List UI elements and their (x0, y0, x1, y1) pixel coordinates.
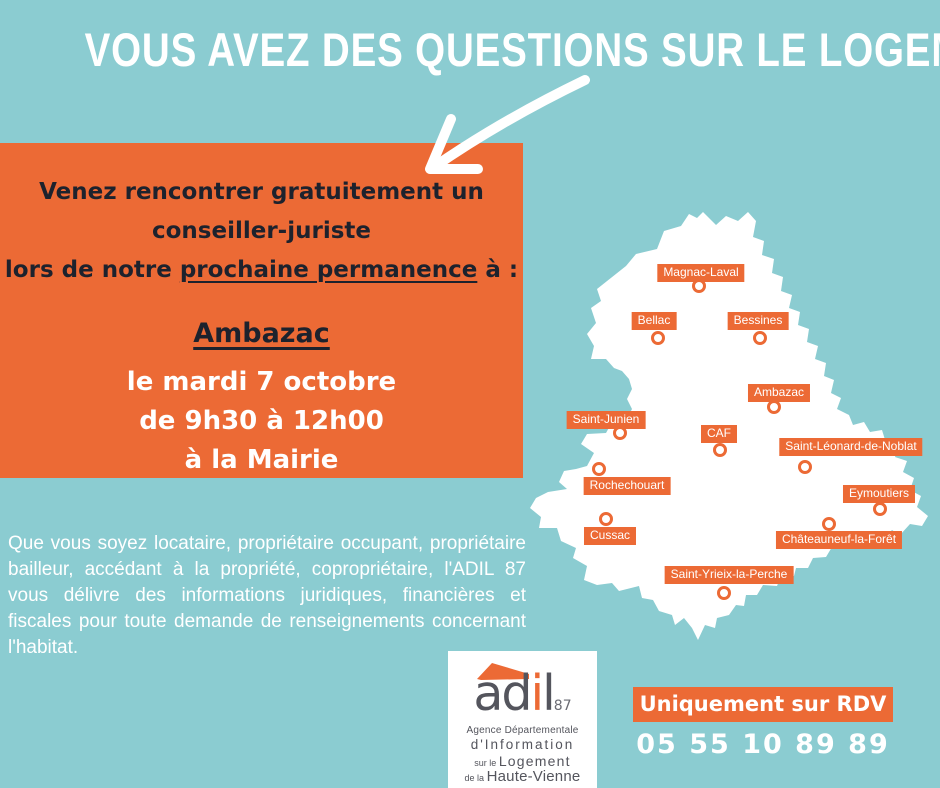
logo-line-logement: sur le Logement (474, 753, 571, 769)
map-label-ambazac: Ambazac (747, 384, 811, 402)
adil-logo: adil87 Agence Départementale d'Informati… (448, 651, 597, 788)
promo-intro-line2: conseiller-juriste (151, 218, 371, 244)
promo-time: de 9h30 à 12h00 (139, 406, 384, 436)
map-label-saint-yrieix-la-perche: Saint-Yrieix-la-Perche (664, 566, 794, 584)
map-label-eymoutiers: Eymoutiers (842, 485, 916, 503)
map-label-caf: CAF (701, 425, 737, 443)
promo-place: à la Mairie (184, 445, 339, 475)
adil-wordmark: adil87 (473, 665, 572, 722)
map-marker-dot (753, 331, 767, 345)
promo-box: Venez rencontrer gratuitement un conseil… (0, 143, 523, 478)
map-marker-dot (717, 586, 731, 600)
map-label-magnac-laval: Magnac-Laval (657, 264, 745, 282)
map-marker-dot (713, 443, 727, 457)
map-marker-dot (651, 331, 665, 345)
map-marker-dot (599, 512, 613, 526)
logo-line-haute-vienne: de la Haute-Vienne (464, 768, 581, 785)
map-marker-dot (798, 460, 812, 474)
adil-number: 87 (553, 698, 572, 714)
promo-intro-line3: lors de notre prochaine permanence à : (4, 257, 519, 283)
map-marker-dot (767, 400, 781, 414)
haute-vienne-map: Magnac-Laval Bellac Bessines Ambazac Sai… (530, 185, 940, 675)
arrow-down-left-icon (425, 75, 590, 174)
rdv-badge: Uniquement sur RDV (633, 687, 893, 722)
map-marker-dot (692, 279, 706, 293)
map-label-saint-junien: Saint-Junien (566, 411, 646, 429)
page-title: VOUS AVEZ DES QUESTIONS SUR LE LOGEMENT … (84, 23, 940, 76)
map-label-saint-leonard-de-noblat: Saint-Léonard-de-Noblat (779, 438, 923, 456)
map-label-chateauneuf-la-foret: Châteauneuf-la-Forêt (775, 531, 903, 549)
map-label-cussac: Cussac (583, 527, 637, 545)
promo-date: le mardi 7 octobre (126, 367, 397, 397)
promo-intro-line1: Venez rencontrer gratuitement un (39, 179, 484, 205)
map-marker-dot (592, 462, 606, 476)
promo-underlined-phrase: prochaine permanence (179, 257, 478, 283)
map-label-bellac: Bellac (631, 312, 677, 330)
map-marker-dot (822, 517, 836, 531)
promo-intro: Venez rencontrer gratuitement un conseil… (0, 173, 523, 290)
promo-city: Ambazac (193, 318, 330, 349)
adil-roof-icon (477, 663, 529, 680)
logo-line-agence: Agence Départementale (466, 725, 579, 736)
description-text: Que vous soyez locataire, propriétaire o… (8, 533, 526, 658)
logo-line-information: d'Information (470, 737, 575, 752)
map-label-bessines: Bessines (727, 312, 789, 330)
phone-number: 05 55 10 89 89 (636, 729, 890, 760)
map-label-rochechouart: Rochechouart (583, 477, 671, 495)
adil-i-letter: i (530, 665, 545, 722)
map-marker-dot (613, 426, 627, 440)
map-marker-dot (873, 502, 887, 516)
